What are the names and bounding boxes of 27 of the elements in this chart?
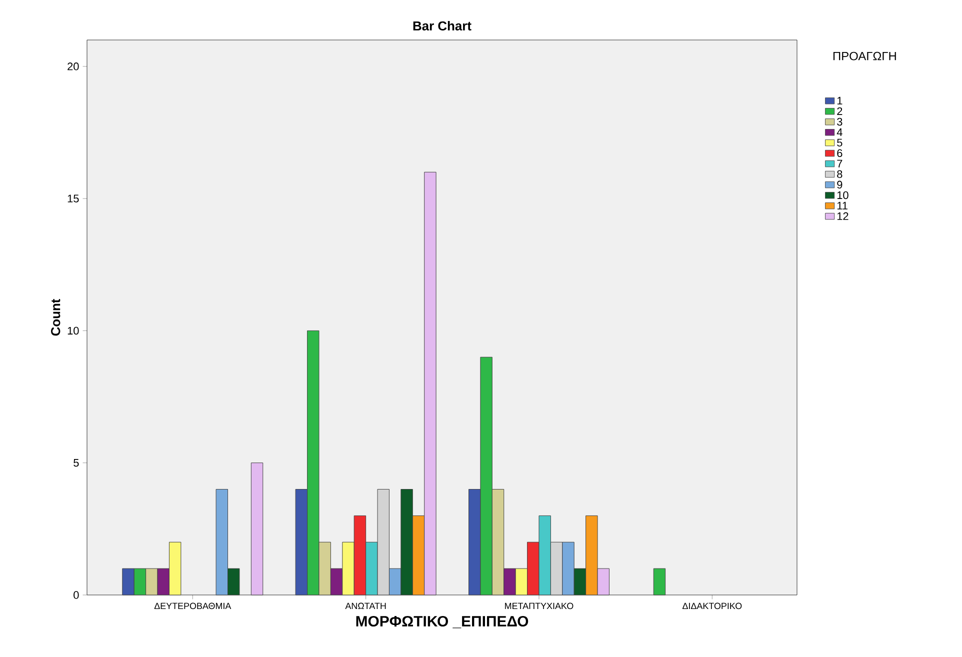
legend-label: 8 xyxy=(837,170,842,178)
y-tick-label: 10 xyxy=(68,326,79,335)
y-tick-label: 0 xyxy=(74,591,79,599)
x-tick-label: ΜΕΤΑΠΤΥΧΙΑΚΟ xyxy=(505,602,574,610)
legend-title: ΠΡΟΑΓΩΓΗ xyxy=(833,52,896,60)
legend-label: 1 xyxy=(837,96,842,104)
legend-label: 7 xyxy=(837,160,842,168)
legend-label: 12 xyxy=(837,212,848,220)
x-tick-label: ΔΙΔΑΚΤΟΡΙΚΟ xyxy=(682,602,742,610)
bar xyxy=(653,568,666,596)
y-tick-label: 5 xyxy=(74,459,79,467)
bar xyxy=(250,462,264,596)
chart-title: Bar Chart xyxy=(413,20,472,30)
y-tick-label: 20 xyxy=(68,62,79,70)
y-axis-title: Count xyxy=(51,298,60,336)
legend-label: 2 xyxy=(837,107,842,115)
x-tick-label: ΑΝΩΤΑΤΗ xyxy=(345,602,386,610)
legend-label: 6 xyxy=(837,149,842,158)
legend-label: 11 xyxy=(837,202,848,210)
x-axis-title: ΜΟΡΦΩΤΙΚΟ _ΕΠΙΠΕΔΟ xyxy=(356,616,528,628)
y-tick-label: 15 xyxy=(68,194,79,202)
legend-label: 9 xyxy=(837,180,842,189)
legend-label: 10 xyxy=(837,191,848,200)
legend-label: 4 xyxy=(836,128,842,136)
x-tick-label: ΔΕΥΤΕΡΟΒΑΘΜΙΑ xyxy=(154,602,232,610)
legend-label: 5 xyxy=(837,138,842,146)
legend-label: 3 xyxy=(837,118,842,126)
